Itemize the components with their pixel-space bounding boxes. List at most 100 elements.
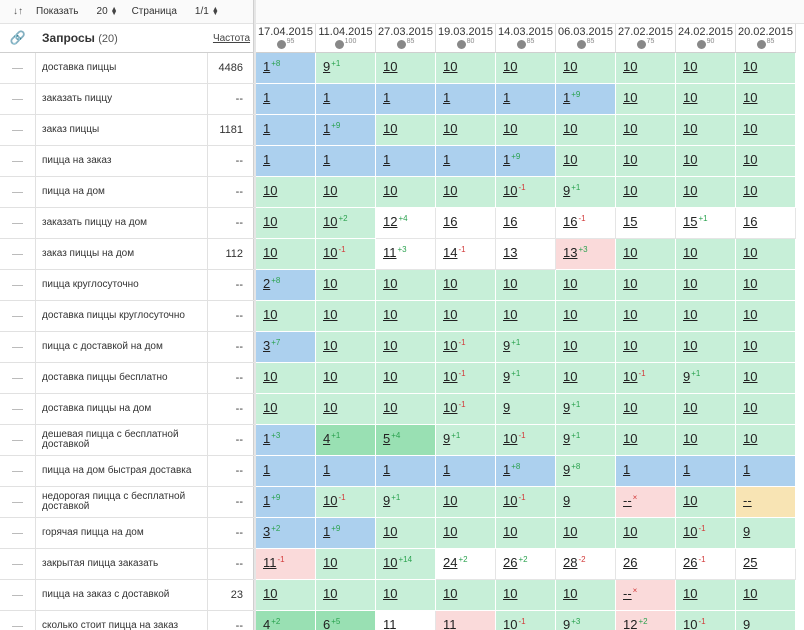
date-column-header[interactable]: 11.04.2015 100	[316, 24, 376, 53]
position-cell[interactable]: 1	[436, 146, 496, 177]
position-value[interactable]: 10	[263, 400, 278, 415]
row-dash-icon[interactable]	[0, 146, 36, 176]
position-value[interactable]: 10	[683, 183, 698, 198]
position-value[interactable]: 10	[743, 90, 758, 105]
position-cell[interactable]: 10	[436, 518, 496, 549]
position-cell[interactable]: 11	[376, 611, 436, 630]
position-value[interactable]: 10	[563, 524, 578, 539]
position-cell[interactable]: --×	[616, 580, 676, 611]
position-value[interactable]: 10	[503, 524, 518, 539]
position-value[interactable]: 13	[563, 245, 578, 260]
position-cell[interactable]: 10	[496, 580, 556, 611]
position-value[interactable]: 10	[323, 276, 338, 291]
position-cell[interactable]: 1	[436, 84, 496, 115]
position-cell[interactable]: 9+1	[556, 394, 616, 425]
position-value[interactable]: 10	[443, 369, 458, 384]
position-cell[interactable]: 10	[736, 301, 796, 332]
position-cell[interactable]: 10	[496, 518, 556, 549]
position-cell[interactable]: 10-1	[616, 363, 676, 394]
position-cell[interactable]: 10	[436, 115, 496, 146]
position-cell[interactable]: 10	[316, 270, 376, 301]
position-value[interactable]: 10	[323, 586, 338, 601]
position-value[interactable]: 10	[563, 59, 578, 74]
position-cell[interactable]: 1+3	[256, 425, 316, 456]
position-value[interactable]: 1	[563, 90, 571, 105]
position-value[interactable]: 1	[263, 90, 271, 105]
position-value[interactable]: 10	[263, 586, 278, 601]
position-value[interactable]: 1	[443, 462, 451, 477]
position-cell[interactable]: 10+14	[376, 549, 436, 580]
position-cell[interactable]: 5+4	[376, 425, 436, 456]
position-cell[interactable]: 10	[676, 84, 736, 115]
row-dash-icon[interactable]	[0, 301, 36, 331]
position-value[interactable]: 10	[563, 338, 578, 353]
position-value[interactable]: 10	[443, 338, 458, 353]
frequency-header[interactable]: Частота	[212, 32, 251, 44]
position-cell[interactable]: 10	[376, 301, 436, 332]
position-cell[interactable]: 10-1	[496, 487, 556, 518]
position-value[interactable]: 1	[743, 462, 751, 477]
position-cell[interactable]: 10	[256, 239, 316, 270]
position-cell[interactable]: 10	[436, 301, 496, 332]
position-cell[interactable]: 10	[736, 394, 796, 425]
position-cell[interactable]: 1+9	[316, 115, 376, 146]
position-value[interactable]: 1	[263, 431, 271, 446]
position-value[interactable]: 10	[383, 555, 398, 570]
position-cell[interactable]: 15	[616, 208, 676, 239]
position-value[interactable]: 10	[743, 152, 758, 167]
position-cell[interactable]: 10-1	[436, 363, 496, 394]
position-value[interactable]: --	[743, 493, 752, 508]
position-value[interactable]: 28	[563, 555, 578, 570]
position-value[interactable]: 10	[383, 338, 398, 353]
position-cell[interactable]: 10	[316, 177, 376, 208]
position-cell[interactable]: 9+1	[496, 363, 556, 394]
row-dash-icon[interactable]	[0, 611, 36, 630]
position-cell[interactable]: 10-1	[436, 394, 496, 425]
row-dash-icon[interactable]	[0, 487, 36, 517]
position-value[interactable]: 10	[383, 59, 398, 74]
position-cell[interactable]: 10	[376, 53, 436, 84]
row-dash-icon[interactable]	[0, 270, 36, 300]
position-cell[interactable]: 4+2	[256, 611, 316, 630]
position-cell[interactable]: 1	[256, 84, 316, 115]
position-value[interactable]: 10	[683, 59, 698, 74]
position-value[interactable]: 9	[563, 431, 571, 446]
position-cell[interactable]: 10	[496, 53, 556, 84]
position-cell[interactable]: 10	[256, 301, 316, 332]
position-cell[interactable]: 10	[736, 332, 796, 363]
position-cell[interactable]: --×	[616, 487, 676, 518]
position-value[interactable]: 10	[503, 276, 518, 291]
position-cell[interactable]: 16	[496, 208, 556, 239]
position-cell[interactable]: 10	[556, 115, 616, 146]
position-value[interactable]: 10	[383, 586, 398, 601]
position-cell[interactable]: 10	[736, 146, 796, 177]
position-value[interactable]: 10	[743, 121, 758, 136]
date-column-header[interactable]: 27.02.2015 75	[616, 24, 676, 53]
position-cell[interactable]: 10	[256, 363, 316, 394]
position-cell[interactable]: 10	[376, 177, 436, 208]
position-value[interactable]: 1	[503, 152, 511, 167]
position-cell[interactable]: 10	[676, 301, 736, 332]
sort-icon[interactable]: ↓↑	[13, 6, 23, 17]
position-cell[interactable]: 10	[436, 487, 496, 518]
position-cell[interactable]: 26	[616, 549, 676, 580]
position-value[interactable]: 10	[323, 214, 338, 229]
position-value[interactable]: 10	[383, 400, 398, 415]
position-cell[interactable]: 9+8	[556, 456, 616, 487]
row-dash-icon[interactable]	[0, 53, 36, 83]
position-value[interactable]: 10	[683, 617, 698, 630]
position-value[interactable]: 10	[383, 524, 398, 539]
position-cell[interactable]: 9+1	[376, 487, 436, 518]
position-value[interactable]: 10	[563, 152, 578, 167]
position-cell[interactable]: 13	[496, 239, 556, 270]
row-dash-icon[interactable]	[0, 177, 36, 207]
position-value[interactable]: 10	[683, 400, 698, 415]
position-value[interactable]: 10	[323, 369, 338, 384]
position-cell[interactable]: 10	[676, 270, 736, 301]
row-dash-icon[interactable]	[0, 115, 36, 145]
position-cell[interactable]: 10-1	[676, 611, 736, 630]
position-value[interactable]: 10	[683, 307, 698, 322]
position-value[interactable]: 10	[743, 276, 758, 291]
position-cell[interactable]: 10	[376, 580, 436, 611]
position-cell[interactable]: 1	[436, 456, 496, 487]
